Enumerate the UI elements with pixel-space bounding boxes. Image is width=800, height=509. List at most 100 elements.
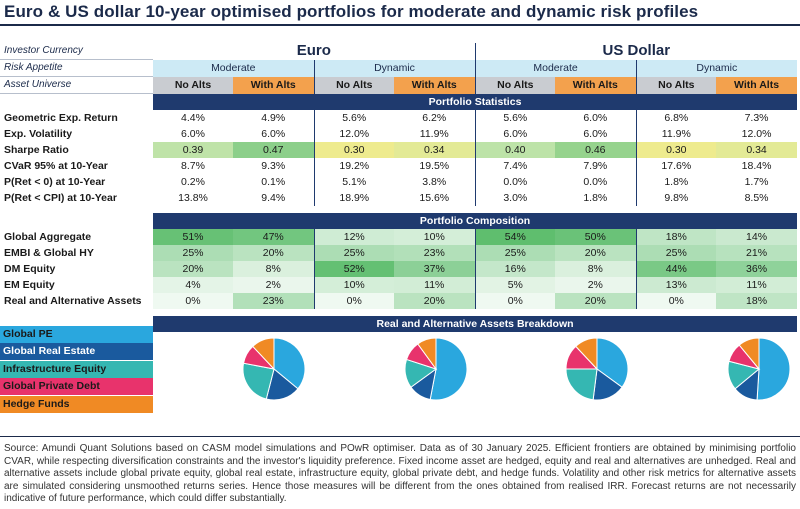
universe-cell: No Alts xyxy=(474,76,556,94)
value-cell: 12% xyxy=(313,229,394,245)
value-cell: 20% xyxy=(555,293,637,309)
risk-euro-dynamic: Dynamic xyxy=(313,59,476,77)
pie-3 xyxy=(565,337,629,401)
value-cell: 20% xyxy=(153,261,233,277)
investor-currency-label: Investor Currency xyxy=(0,43,153,60)
composition-header-row: Portfolio Composition xyxy=(0,213,798,229)
row-label: Global Aggregate xyxy=(4,231,92,243)
value-cell: 51% xyxy=(153,229,233,245)
value-cell: 17.6% xyxy=(635,158,717,174)
value-cell: 1.7% xyxy=(744,176,769,188)
value-cell: 3.8% xyxy=(422,176,447,188)
spacer-row xyxy=(0,309,797,316)
stats-row: Sharpe Ratio 0.39 0.47 0.30 0.34 0.40 0.46 0.30… xyxy=(0,142,798,158)
universe-cell: With Alts xyxy=(716,76,798,94)
currency-usd: US Dollar xyxy=(474,43,798,60)
risk-euro-moderate: Moderate xyxy=(153,59,314,77)
risk-appetite-label: Risk Appetite xyxy=(0,59,153,77)
value-cell: 3.0% xyxy=(474,190,556,206)
row-label: Sharpe Ratio xyxy=(4,144,69,156)
value-cell: 2% xyxy=(233,277,314,293)
value-cell: 5.1% xyxy=(313,174,394,190)
value-cell: 0% xyxy=(474,293,556,309)
value-cell: 1.8% xyxy=(583,192,608,204)
value-cell: 20% xyxy=(394,293,476,309)
value-cell: 47% xyxy=(233,229,314,245)
row-label: P(Ret < 0) at 10-Year xyxy=(4,176,106,188)
value-cell: 50% xyxy=(555,229,637,245)
breakdown-section-header: Real and Alternative Assets Breakdown xyxy=(153,316,798,332)
value-cell: 0.30 xyxy=(313,142,394,158)
comp-row: EM Equity 4% 2% 10% 11% 5% 2% 13% 11% xyxy=(0,277,798,293)
value-cell: 1.8% xyxy=(635,174,717,190)
value-cell: 11.9% xyxy=(635,126,717,142)
pie-slice-hedge-funds xyxy=(252,337,275,371)
value-cell: 8.7% xyxy=(181,160,205,172)
value-cell: 8% xyxy=(233,261,314,277)
value-cell: 0.46 xyxy=(555,142,637,158)
pie-slice-global-pe xyxy=(596,337,629,388)
value-cell: 0.47 xyxy=(233,142,314,158)
value-cell: 5% xyxy=(474,277,556,293)
stats-row: Geometric Exp. Return 4.4% 4.9% 5.6% 6.2% 5.6… xyxy=(0,110,797,126)
value-cell: 18% xyxy=(716,293,798,309)
risk-usd-moderate: Moderate xyxy=(474,59,637,77)
value-cell: 4.4% xyxy=(181,112,205,124)
value-cell: 0% xyxy=(635,293,717,309)
value-cell: 0.0% xyxy=(583,176,608,188)
breakdown-pies xyxy=(242,337,791,401)
value-cell: 20% xyxy=(555,245,637,261)
legend-item-global-real-estate: Global Real Estate xyxy=(0,343,153,361)
value-cell: 8% xyxy=(555,261,637,277)
pie-4 xyxy=(727,337,791,401)
comp-row: EMBI & Global HY 25% 20% 25% 23% 25% 20% 25% 21% xyxy=(0,245,798,261)
pie-slice-hedge-funds xyxy=(417,337,437,371)
value-cell: 6.0% xyxy=(583,128,608,140)
pie-slice-hedge-funds xyxy=(738,337,760,371)
value-cell: 23% xyxy=(394,245,476,261)
section-spacer xyxy=(0,213,153,229)
value-cell: 0.0% xyxy=(474,174,556,190)
pie-1 xyxy=(242,337,306,401)
row-label: Geometric Exp. Return xyxy=(4,112,118,124)
value-cell: 11% xyxy=(394,277,476,293)
footnote: Source: Amundi Quant Solutions based on … xyxy=(4,443,796,505)
value-cell: 7.9% xyxy=(583,160,608,172)
value-cell: 25% xyxy=(153,245,233,261)
legend-item-hedge-funds: Hedge Funds xyxy=(0,395,153,413)
comp-row: DM Equity 20% 8% 52% 37% 16% 8% 44% 36% xyxy=(0,261,798,277)
value-cell: 18% xyxy=(635,229,717,245)
value-cell: 6.0% xyxy=(474,126,556,142)
universe-cell: With Alts xyxy=(555,76,637,94)
value-cell: 13.8% xyxy=(178,192,208,204)
value-cell: 12.0% xyxy=(741,128,772,140)
footnote-rule xyxy=(0,436,800,437)
value-cell: 11.9% xyxy=(419,128,449,140)
row-label: DM Equity xyxy=(4,263,56,275)
title-rule xyxy=(0,24,800,26)
value-cell: 11% xyxy=(716,277,798,293)
universe-cell: With Alts xyxy=(233,76,314,94)
comp-row: Global Aggregate 51% 47% 12% 10% 54% 50% 18% 14% xyxy=(0,229,798,245)
pie-slice-global-pe xyxy=(756,337,791,401)
row-label: CVaR 95% at 10-Year xyxy=(4,160,108,172)
value-cell: 0.34 xyxy=(394,142,476,158)
row-label: EMBI & Global HY xyxy=(4,247,94,259)
pie-slice-global-pe xyxy=(273,337,306,390)
value-cell: 37% xyxy=(394,261,476,277)
value-cell: 44% xyxy=(635,261,717,277)
chart-title: Euro & US dollar 10-year optimised portf… xyxy=(4,2,699,21)
value-cell: 0.30 xyxy=(635,142,717,158)
value-cell: 12.0% xyxy=(313,126,394,142)
value-cell: 6.0% xyxy=(261,128,286,140)
value-cell: 0.2% xyxy=(181,176,205,188)
value-cell: 6.0% xyxy=(583,112,608,124)
value-cell: 0.1% xyxy=(261,176,286,188)
statistics-header-row: Portfolio Statistics xyxy=(0,93,798,110)
stats-row: P(Ret < CPI) at 10-Year 13.8% 9.4% 18.9% 15.… xyxy=(0,190,797,206)
value-cell: 8.5% xyxy=(744,192,769,204)
value-cell: 0.39 xyxy=(153,142,233,158)
legend-item-infrastructure-equity: Infrastructure Equity xyxy=(0,360,153,378)
value-cell: 2% xyxy=(555,277,637,293)
value-cell: 10% xyxy=(394,229,476,245)
